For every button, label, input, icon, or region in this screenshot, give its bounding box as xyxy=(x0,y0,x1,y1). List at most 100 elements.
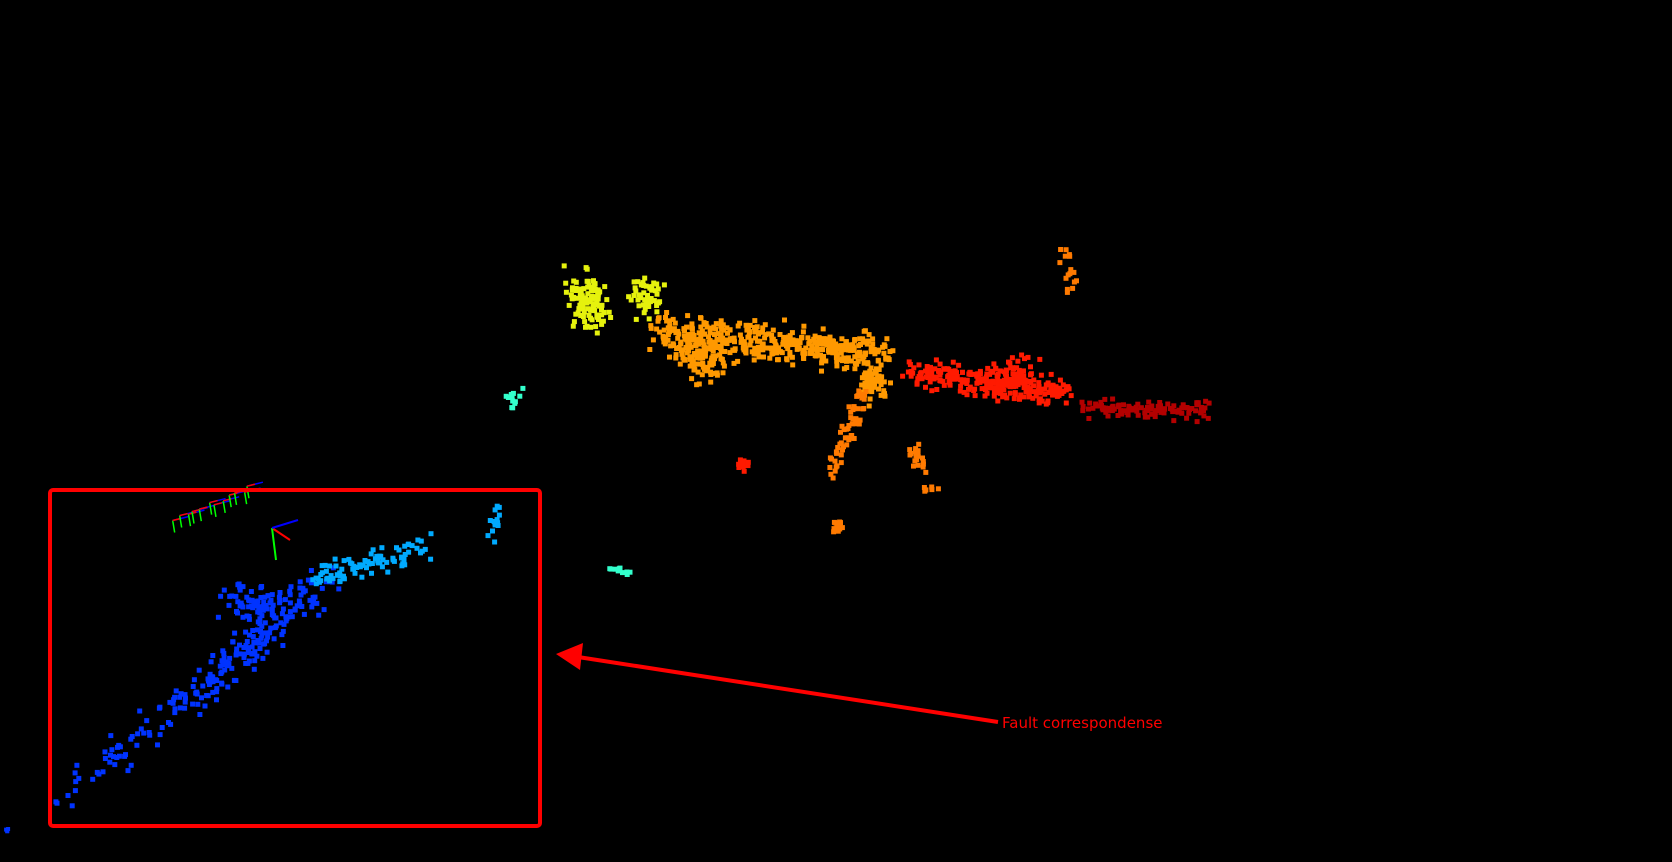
cloud-point xyxy=(677,361,683,367)
cloud-point xyxy=(907,447,913,453)
cloud-point xyxy=(1135,412,1141,418)
cloud-point xyxy=(852,337,858,343)
cloud-point xyxy=(573,279,579,285)
cloud-point xyxy=(379,564,385,570)
cloud-point xyxy=(233,593,239,599)
cloud-point xyxy=(882,393,888,399)
cloud-point xyxy=(846,342,852,348)
cloud-point xyxy=(884,336,890,342)
cloud-point xyxy=(1068,267,1074,273)
cloud-point xyxy=(856,421,862,427)
cloud-point xyxy=(718,318,724,324)
cloud-point xyxy=(925,375,931,380)
cloud-point xyxy=(975,371,981,377)
cloud-point xyxy=(983,376,989,382)
cloud-point xyxy=(664,318,670,324)
cloud-point xyxy=(1014,365,1020,371)
cloud-point xyxy=(868,344,874,350)
cloud-point xyxy=(90,776,96,782)
cloud-point xyxy=(676,331,682,337)
cloud-point xyxy=(575,310,581,316)
cloud-point xyxy=(1080,408,1086,414)
cloud-point xyxy=(718,356,724,362)
cloud-point xyxy=(689,324,695,330)
cloud-point xyxy=(960,369,965,375)
cloud-point xyxy=(708,345,714,351)
cloud-point xyxy=(913,453,919,459)
cloud-point xyxy=(624,572,630,577)
cloud-point xyxy=(380,557,386,563)
cloud-point xyxy=(689,355,695,361)
cloud-point xyxy=(1180,402,1186,408)
cloud-point xyxy=(1109,406,1115,412)
highlight-box xyxy=(48,488,542,828)
cloud-point xyxy=(65,793,71,798)
cloud-point xyxy=(793,338,799,344)
cloud-point xyxy=(298,592,304,598)
cloud-point xyxy=(125,768,131,774)
cloud-point xyxy=(311,597,316,603)
cloud-point xyxy=(834,363,840,369)
cloud-point xyxy=(246,604,252,610)
cloud-point xyxy=(696,381,702,387)
cloud-point xyxy=(147,732,153,738)
cloud-point xyxy=(1157,400,1163,405)
cloud-point xyxy=(1086,416,1092,421)
cloud-point xyxy=(665,332,671,338)
cloud-point xyxy=(642,297,648,303)
cloud-point xyxy=(109,747,115,753)
cloud-point xyxy=(260,655,266,661)
cloud-point xyxy=(251,639,257,645)
cloud-point xyxy=(281,621,287,627)
cloud-point xyxy=(865,372,871,378)
cloud-point xyxy=(264,638,269,644)
cloud-point xyxy=(1031,377,1037,383)
cloud-point xyxy=(159,725,165,730)
cloud-point xyxy=(172,710,178,716)
cloud-point xyxy=(1158,406,1164,412)
cloud-point xyxy=(102,756,108,761)
cloud-point xyxy=(190,701,196,707)
cloud-point xyxy=(1118,408,1124,414)
cloud-point xyxy=(834,352,840,358)
cloud-point xyxy=(881,342,887,348)
cloud-point xyxy=(1149,411,1155,417)
cloud-point xyxy=(855,406,861,412)
cloud-point xyxy=(1015,380,1021,386)
cloud-point xyxy=(209,674,215,680)
cloud-point xyxy=(384,559,390,565)
cloud-point xyxy=(920,461,926,467)
cloud-point xyxy=(787,333,793,339)
cloud-point xyxy=(748,338,754,344)
cloud-point xyxy=(819,360,825,366)
cloud-point xyxy=(754,324,760,330)
cloud-point xyxy=(492,522,498,528)
cloud-point xyxy=(984,371,990,377)
cloud-point xyxy=(268,597,274,603)
cloud-point xyxy=(325,575,331,581)
cloud-point xyxy=(217,663,223,669)
cloud-point xyxy=(673,352,679,358)
cloud-point xyxy=(207,679,213,685)
cloud-lower-branch-orange xyxy=(907,441,941,494)
cloud-point xyxy=(1087,400,1093,406)
cloud-point xyxy=(261,641,267,647)
cloud-point xyxy=(642,275,648,281)
cloud-point xyxy=(620,570,625,576)
cloud-point xyxy=(857,417,863,423)
cloud-point xyxy=(851,345,857,351)
cloud-point xyxy=(1068,393,1074,399)
cloud-point xyxy=(1080,404,1086,409)
cloud-boxed-blue-streak xyxy=(4,827,11,834)
cloud-point xyxy=(721,327,727,333)
cloud-point xyxy=(840,343,846,349)
cloud-point xyxy=(1025,354,1031,360)
cloud-point xyxy=(929,487,935,493)
cloud-point xyxy=(332,556,338,562)
cloud-point xyxy=(245,645,251,651)
cloud-point xyxy=(633,288,639,294)
cloud-point xyxy=(712,356,717,362)
cloud-point xyxy=(583,324,588,330)
cloud-point xyxy=(406,549,412,555)
